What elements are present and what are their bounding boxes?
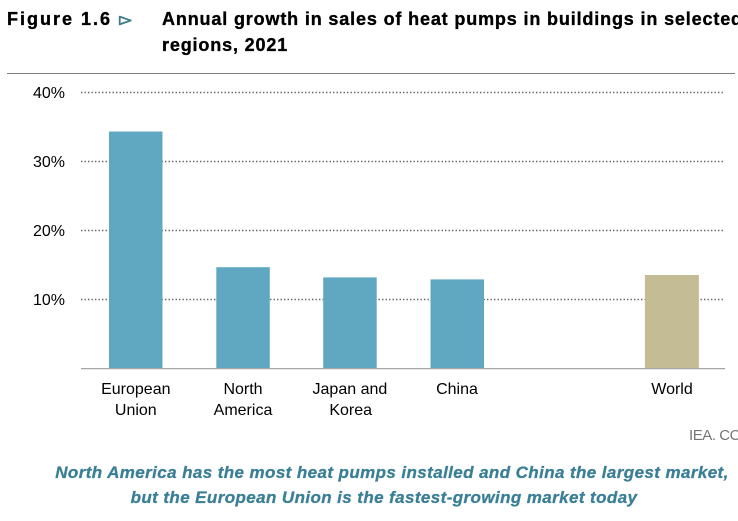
svg-text:40%: 40% <box>33 85 65 102</box>
svg-text:European: European <box>101 381 170 398</box>
svg-text:Union: Union <box>115 402 157 419</box>
svg-text:30%: 30% <box>33 154 65 171</box>
svg-text:China: China <box>436 381 478 398</box>
svg-text:America: America <box>214 402 273 419</box>
svg-text:World: World <box>651 381 693 398</box>
svg-text:North: North <box>223 381 262 398</box>
svg-text:Japan and: Japan and <box>313 381 388 398</box>
svg-text:20%: 20% <box>33 223 65 240</box>
svg-text:Korea: Korea <box>329 402 372 419</box>
svg-text:10%: 10% <box>33 292 65 309</box>
